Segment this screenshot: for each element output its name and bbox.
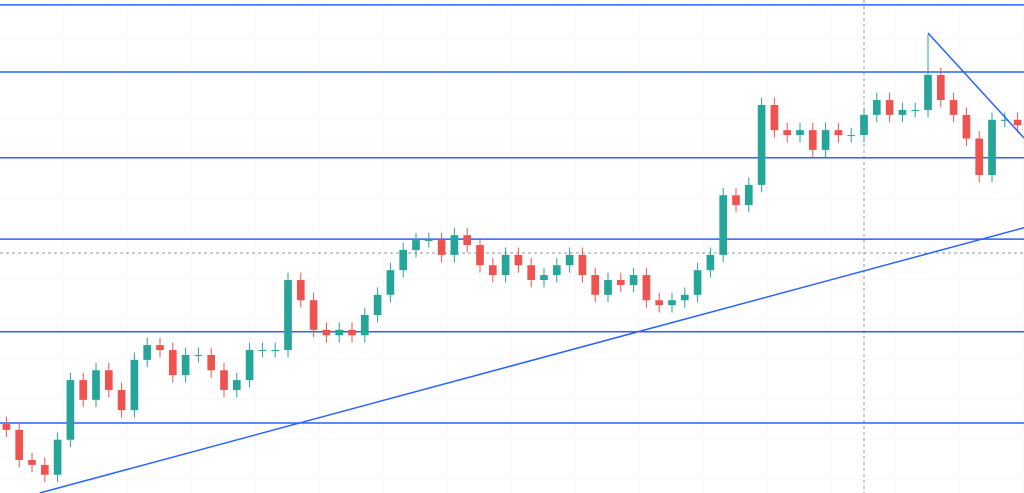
candle-body bbox=[911, 109, 920, 111]
candle-body bbox=[924, 74, 932, 110]
candle-body bbox=[232, 380, 241, 390]
candle-body bbox=[501, 254, 510, 276]
candle-body bbox=[744, 184, 753, 206]
candle-body bbox=[540, 275, 548, 281]
candle-body bbox=[463, 235, 472, 246]
candle-body bbox=[450, 235, 459, 255]
candle-body bbox=[207, 354, 216, 371]
candle-body bbox=[872, 100, 881, 115]
candle-body bbox=[258, 350, 267, 352]
candle-body bbox=[1000, 119, 1009, 121]
candle-body bbox=[335, 329, 344, 336]
candle-body bbox=[757, 105, 766, 185]
candle-body bbox=[399, 249, 408, 271]
candle-body bbox=[296, 280, 305, 301]
candle-body bbox=[194, 354, 203, 356]
candle-body bbox=[514, 254, 523, 266]
candle-body bbox=[28, 459, 36, 465]
candle-body bbox=[360, 315, 369, 336]
candle-body bbox=[66, 380, 75, 440]
candle-body bbox=[181, 354, 190, 376]
candle-body bbox=[284, 280, 292, 351]
candle-body bbox=[808, 130, 817, 150]
candle-body bbox=[130, 359, 139, 411]
candle-body bbox=[437, 240, 446, 255]
candle-body bbox=[975, 138, 984, 176]
trend-line bbox=[927, 32, 1024, 139]
candle-body bbox=[578, 254, 587, 276]
candle-body bbox=[53, 439, 62, 475]
candle-body bbox=[770, 105, 779, 131]
candle-body bbox=[245, 350, 254, 381]
candle-body bbox=[655, 300, 664, 306]
candle-body bbox=[988, 119, 996, 176]
candle-body bbox=[642, 275, 651, 301]
candle-body bbox=[412, 240, 420, 250]
candle-body bbox=[40, 464, 49, 475]
candle-body bbox=[834, 130, 843, 136]
candle-body bbox=[373, 294, 382, 316]
candle-body bbox=[860, 114, 868, 136]
candle-body bbox=[220, 370, 228, 390]
candle-body bbox=[796, 130, 804, 136]
candle-body bbox=[117, 389, 126, 411]
candle-body bbox=[962, 114, 971, 139]
candle-body bbox=[104, 370, 113, 390]
candle-body bbox=[949, 100, 958, 115]
candle-body bbox=[565, 254, 574, 266]
candle-body bbox=[898, 109, 907, 115]
candle-body bbox=[668, 300, 676, 306]
candle-body bbox=[604, 280, 612, 295]
candle-body bbox=[348, 329, 356, 336]
candle-body bbox=[2, 423, 11, 430]
candle-body bbox=[156, 345, 164, 351]
candle-body bbox=[309, 300, 318, 330]
candle-body bbox=[732, 195, 740, 206]
trend-line bbox=[39, 227, 1024, 493]
candle-body bbox=[424, 240, 433, 242]
candle-body bbox=[476, 245, 484, 266]
candle-body bbox=[706, 254, 715, 271]
candle-body bbox=[552, 265, 561, 276]
candle-body bbox=[629, 275, 638, 285]
candle-body bbox=[783, 130, 792, 136]
candle-body bbox=[821, 130, 830, 150]
candle-body bbox=[936, 74, 945, 101]
plot bbox=[0, 4, 1024, 493]
candle-body bbox=[92, 370, 100, 400]
candle-body bbox=[693, 270, 702, 295]
candle-body bbox=[488, 265, 497, 276]
candle-body bbox=[885, 100, 894, 115]
candle-body bbox=[79, 380, 88, 400]
candle-body bbox=[847, 135, 856, 137]
candle-body bbox=[15, 429, 24, 460]
candle-body bbox=[680, 294, 689, 301]
candle-body bbox=[271, 350, 280, 352]
candle-body bbox=[386, 270, 395, 295]
candle-body bbox=[591, 275, 600, 295]
candle-body bbox=[527, 265, 536, 281]
candle-body bbox=[168, 350, 177, 376]
candle-body bbox=[322, 329, 331, 336]
candle-body bbox=[616, 280, 625, 285]
candle-body bbox=[719, 195, 728, 255]
candle-body bbox=[1013, 119, 1022, 126]
candle-body bbox=[143, 345, 152, 360]
